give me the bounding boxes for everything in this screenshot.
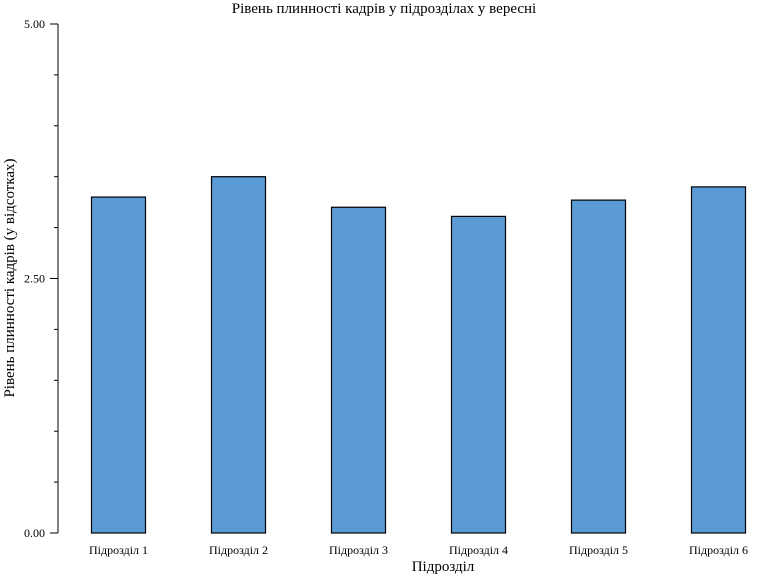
y-tick-label: 2.50 (24, 272, 45, 286)
bar (90, 196, 147, 534)
x-tick-label: Підрозділ 1 (89, 543, 148, 557)
y-tick-label: 0.00 (24, 526, 45, 540)
chart-title: Рівень плинності кадрів у підрозділах у … (232, 1, 536, 17)
y-axis-label: Рівень плинності кадрів (у відсотках) (2, 158, 18, 397)
x-tick-label: Підрозділ 6 (689, 543, 748, 557)
bar (570, 199, 627, 534)
x-tick-label: Підрозділ 3 (329, 543, 388, 557)
plot-area: 0.00 2.50 5.00 Підрозділ 1 Підрозділ 2 Підроз… (24, 17, 748, 557)
bar (450, 215, 507, 534)
x-tick-label: Підрозділ 4 (449, 543, 508, 557)
x-axis-label: Підрозділ (412, 559, 475, 575)
x-tick-label: Підрозділ 5 (569, 543, 628, 557)
bar (690, 186, 747, 534)
bar (330, 206, 387, 534)
x-tick-label: Підрозділ 2 (209, 543, 268, 557)
bar (210, 176, 267, 534)
y-tick-label: 5.00 (24, 17, 45, 31)
